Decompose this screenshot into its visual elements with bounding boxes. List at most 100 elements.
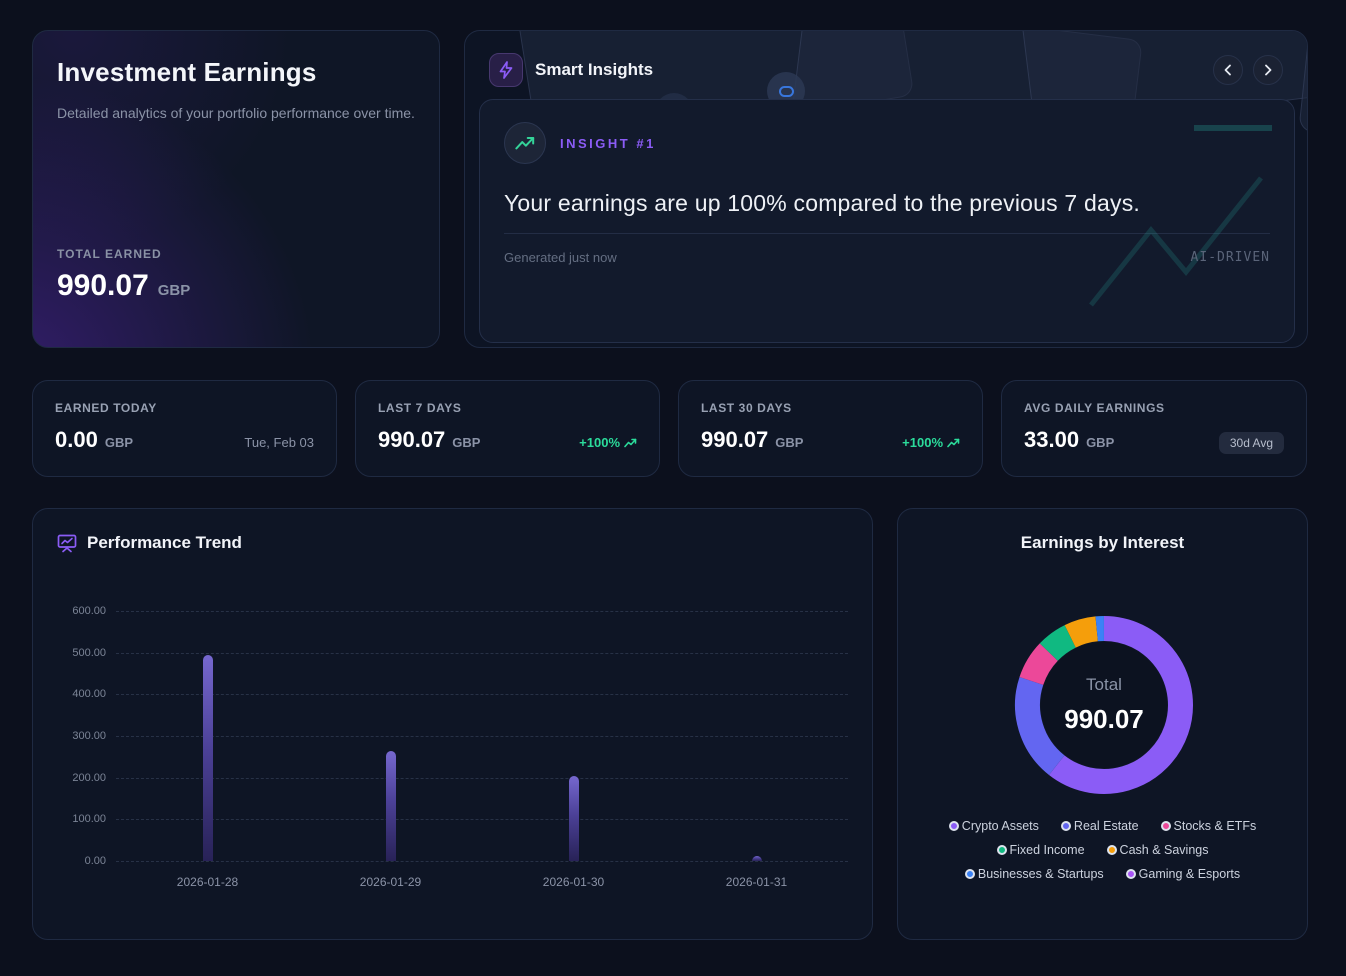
- legend-item-cash-savings[interactable]: Cash & Savings: [1106, 843, 1209, 857]
- stat-date: Tue, Feb 03: [244, 435, 314, 450]
- insight-message: Your earnings are up 100% compared to th…: [504, 190, 1140, 216]
- y-axis-tick: 500.00: [72, 646, 106, 659]
- legend-label: Crypto Assets: [961, 819, 1039, 833]
- ai-driven-tag: AI-DRIVEN: [1190, 250, 1270, 265]
- insight-badge: INSIGHT #1: [560, 135, 656, 151]
- legend-label: Stocks & ETFs: [1173, 819, 1257, 833]
- legend-item-real-estate[interactable]: Real Estate: [1060, 819, 1139, 833]
- bar-slot: [299, 611, 482, 861]
- insight-panel: INSIGHT #1 Your earnings are up 100% com…: [479, 99, 1295, 343]
- stat-value: 990.07: [701, 427, 769, 452]
- y-axis-tick: 0.00: [84, 855, 106, 867]
- bar-2026-01-30[interactable]: [568, 776, 579, 861]
- stat-label: LAST 7 DAYS: [378, 401, 462, 415]
- legend-item-crypto-assets[interactable]: Crypto Assets: [948, 819, 1039, 833]
- legend-label: Fixed Income: [1009, 843, 1085, 857]
- gridline: [116, 861, 848, 862]
- page-description: Detailed analytics of your portfolio per…: [57, 105, 415, 121]
- donut-svg: [1015, 616, 1193, 794]
- y-axis-tick: 200.00: [72, 771, 106, 784]
- stat-card-earned-today: EARNED TODAY 0.00 GBP Tue, Feb 03: [32, 380, 337, 477]
- donut-hole: [1041, 642, 1167, 768]
- bar-2026-01-29[interactable]: [385, 750, 396, 861]
- donut-segment-real-estate[interactable]: [1015, 676, 1065, 775]
- bar-chart-plotarea: [116, 611, 848, 862]
- y-axis-tick: 100.00: [72, 813, 106, 826]
- stat-value: 0.00: [55, 427, 98, 452]
- donut-segment-cash-savings[interactable]: [1064, 616, 1099, 648]
- stat-currency: GBP: [775, 435, 804, 450]
- legend-dot: [964, 869, 975, 879]
- y-axis-tick: 300.00: [72, 730, 106, 742]
- chart-title: Performance Trend: [87, 533, 242, 552]
- divider: [504, 233, 1270, 234]
- trending-up-icon: [947, 438, 960, 447]
- stat-label: AVG DAILY EARNINGS: [1024, 401, 1165, 415]
- x-axis-tick: 2026-01-28: [176, 875, 239, 889]
- stat-label: LAST 30 DAYS: [701, 401, 792, 415]
- earnings-by-interest-card: Earnings by Interest Total 990.07 Crypto…: [897, 508, 1308, 940]
- bar-chart-xaxis: 2026-01-28 2026-01-29 2026-01-30 2026-01-31: [116, 875, 848, 889]
- x-axis-tick: 2026-01-30: [542, 875, 605, 889]
- total-earned-block: TOTAL EARNED 990.07 GBP: [57, 247, 190, 303]
- y-axis-tick: 600.00: [72, 605, 106, 617]
- stat-period-badge: 30d Avg: [1218, 432, 1284, 454]
- donut-segment-crypto-assets[interactable]: [1049, 616, 1193, 794]
- gridline: [116, 611, 848, 612]
- gridline: [116, 777, 848, 779]
- legend-label: Businesses & Startups: [977, 867, 1104, 881]
- legend-label: Cash & Savings: [1119, 843, 1209, 857]
- bar-chart-plot: [116, 611, 848, 861]
- legend-dot: [1106, 845, 1117, 855]
- prev-insight-button[interactable]: [1213, 55, 1243, 85]
- bar-2026-01-31[interactable]: [751, 856, 762, 861]
- donut-legend: Crypto Assets Real Estate Stocks & ETFs Fix…: [918, 819, 1287, 881]
- total-earned-label: TOTAL EARNED: [57, 247, 162, 261]
- donut-segment-fixed-income[interactable]: [1039, 625, 1077, 662]
- legend-item-fixed-income[interactable]: Fixed Income: [996, 843, 1085, 857]
- y-axis-tick: 400.00: [72, 688, 106, 701]
- stat-currency: GBP: [1086, 435, 1115, 450]
- bar-slot: [665, 611, 848, 861]
- stat-value: 990.07: [378, 427, 446, 452]
- legend-item-stocks-etfs[interactable]: Stocks & ETFs: [1160, 819, 1257, 833]
- legend-label: Real Estate: [1073, 819, 1139, 833]
- trending-up-icon: [504, 122, 546, 164]
- legend-dot: [1160, 821, 1171, 831]
- insights-title: Smart Insights: [535, 60, 654, 79]
- stat-card-avg-daily: AVG DAILY EARNINGS 33.00 GBP 30d Avg: [1001, 380, 1307, 477]
- legend-item-gaming-esports[interactable]: Gaming & Esports: [1125, 867, 1240, 881]
- smart-insights-card: Smart Insights: [464, 30, 1308, 348]
- bar-chart-yaxis: 600.00 500.00 400.00 300.00 200.00 100.00 0.00: [61, 605, 116, 867]
- gridline: [116, 736, 848, 737]
- gridline: [116, 819, 848, 821]
- trending-up-icon: [624, 438, 637, 447]
- donut-segment-stocks-etfs[interactable]: [1019, 643, 1059, 686]
- donut-chart-title: Earnings by Interest: [1020, 533, 1185, 552]
- bar-2026-01-28[interactable]: [202, 654, 213, 861]
- legend-dot: [996, 845, 1007, 855]
- page-title: Investment Earnings: [57, 57, 317, 87]
- total-earned-value: 990.07: [57, 269, 149, 302]
- overview-card: Investment Earnings Detailed analytics o…: [32, 30, 440, 348]
- bar-slot: [116, 611, 299, 861]
- trend-line-decoration: [1089, 125, 1272, 307]
- next-insight-button[interactable]: [1253, 55, 1283, 85]
- stat-card-last-30-days: LAST 30 DAYS 990.07 GBP +100%: [678, 380, 983, 477]
- bar-chart: 600.00 500.00 400.00 300.00 200.00 100.00 0.00: [61, 605, 848, 867]
- donut-chart: Total 990.07: [1004, 605, 1204, 805]
- bar-slot: [482, 611, 665, 861]
- stat-change-positive: +100%: [579, 435, 637, 450]
- stat-currency: GBP: [452, 435, 481, 450]
- stat-label: EARNED TODAY: [55, 401, 157, 415]
- gridline: [116, 652, 848, 654]
- legend-dot: [1060, 821, 1071, 831]
- legend-item-businesses-startups[interactable]: Businesses & Startups: [964, 867, 1104, 881]
- performance-trend-card: Performance Trend 600.00 500.00 400.00 300.…: [32, 508, 873, 940]
- x-axis-tick: 2026-01-31: [725, 875, 788, 889]
- stat-value: 33.00: [1024, 427, 1080, 452]
- insight-generated-timestamp: Generated just now: [504, 250, 617, 265]
- total-earned-currency: GBP: [157, 282, 191, 299]
- presentation-chart-icon: [57, 534, 77, 553]
